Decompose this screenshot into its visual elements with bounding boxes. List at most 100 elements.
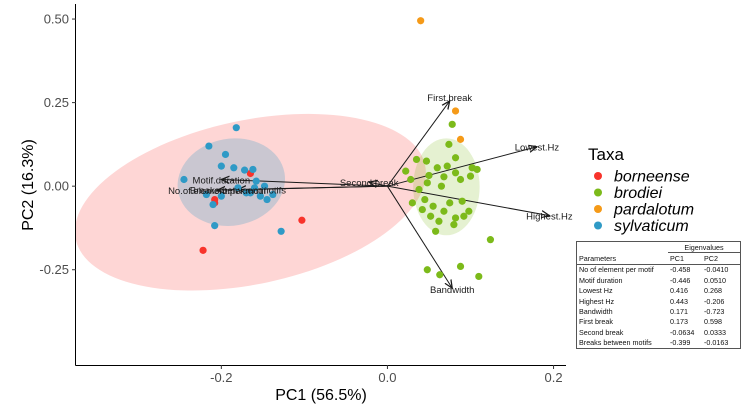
point-sylvaticum [217,162,225,170]
ellipse-brodiei [413,138,480,236]
loading-arrow-first-break [387,101,449,187]
loading-arrow-second-break [369,182,388,186]
table-cell-parameter: Breaks between motifs [579,338,652,348]
loading-labels: First.break Lowest.Hz Highest.Hz Bandwidth M… [168,93,573,296]
point-brodiei [445,140,453,148]
point-sylvaticum [249,165,257,174]
table-row: No of element per motif -0.458 -0.0410 [577,264,740,275]
point-sylvaticum [260,182,269,190]
table-row: Lowest Hz 0.416 0.268 [577,286,740,296]
point-brodiei [450,221,458,229]
point-brodiei [475,272,483,281]
point-brodiei [458,197,466,205]
point-brodiei [446,199,454,207]
table-cell-pc1: 0.171 [670,306,688,316]
point-sylvaticum [232,124,240,132]
point-brodiei [440,173,448,181]
table-cell-pc2: 0.268 [704,286,722,296]
table-header-blank [577,242,668,253]
loading-label-highest-hz: Highest.Hz [526,212,573,223]
loading-label-first-break: First.break [427,93,472,104]
point-brodiei [425,171,433,180]
point-brodiei [448,120,456,128]
point-brodiei [456,262,465,270]
eigenvalues-table: Eigenvalues Parameters PC1 PC2 No of ele… [576,241,741,350]
y-axis-title: PC2 (16.3%) [20,139,37,231]
point-sylvaticum [202,190,210,199]
point-brodiei [423,179,431,187]
point-brodiei [407,175,415,184]
loading-arrow-bandwidth [387,185,452,288]
point-brodiei [436,271,444,279]
table-cell-pc1: -0.0634 [670,327,695,337]
point-brodiei [465,207,473,215]
legend-label-sylvaticum: sylvaticum [614,218,689,235]
data-points [180,17,495,281]
point-brodiei [429,202,437,210]
table-group-header: Eigenvalues [668,242,740,254]
point-sylvaticum [221,150,230,159]
table-cell-pc2: 0.0510 [704,275,726,285]
loading-label-lowest-hz: Lowest.Hz [515,143,560,154]
legend-title: Taxa [588,145,624,164]
table-row: Breaks between motifs -0.399 -0.0163 [577,338,740,348]
legend-key-borneense [594,172,602,180]
legend-label-brodiei: brodiei [614,185,662,202]
loading-label-bandwidth: Bandwidth [430,285,474,296]
y-tick-label: 0.25 [44,95,69,110]
point-sylvaticum [252,177,260,185]
point-brodiei [408,199,416,207]
point-brodiei [423,266,431,274]
point-pardalotum [417,17,425,25]
point-pardalotum [456,135,465,143]
table-row: Second break -0.0634 0.0333 [577,327,740,337]
table-cell-parameter: First break [579,317,613,327]
point-brodiei [437,182,446,190]
table-cell-parameter: Bandwidth [579,306,613,316]
point-brodiei [451,154,460,162]
point-brodiei [421,195,429,204]
point-brodiei [412,155,421,164]
point-brodiei [402,167,410,175]
ellipse-sylvaticum [177,138,286,226]
loading-label-second-break: Second.break [340,178,399,189]
point-sylvaticum [211,222,219,230]
table-cell-pc1: -0.399 [670,338,691,348]
table-cell-pc2: 0.598 [704,317,722,327]
point-brodiei [466,172,475,180]
table-cell-pc1: 0.416 [670,286,688,296]
x-tick-label: 0.2 [545,370,563,385]
loading-arrow-highest-hz [387,185,549,215]
point-borneense [298,216,306,224]
point-sylvaticum [217,192,225,200]
loading-label-motif-duration: Motif.duration [193,175,251,186]
table-row: Motif duration -0.446 0.0510 [577,275,740,285]
table-cell-parameter: Lowest Hz [579,286,613,296]
loading-arrow-motif-duration [221,179,388,187]
table-cell-pc1: 0.173 [670,317,688,327]
table-row: Highest Hz 0.443 -0.206 [577,296,740,306]
table-cell-pc2: -0.723 [704,306,725,316]
table-cell-pc2: 0.0333 [704,327,726,337]
table-cell-parameter: No of element per motif [579,265,654,275]
y-tick-label: -0.25 [39,262,69,277]
point-sylvaticum [263,195,271,204]
point-sylvaticum [240,166,249,174]
point-sylvaticum [205,142,213,150]
x-tick-label: 0.0 [378,370,396,385]
y-tick-label: 0.00 [44,179,69,194]
point-brodiei [456,175,465,184]
point-brodiei [460,212,468,220]
point-sylvaticum [234,184,242,192]
point-brodiei [443,162,451,170]
table-group-header-row: Eigenvalues [577,242,740,254]
point-sylvaticum [180,175,188,184]
table-cell-parameter: Second break [579,327,624,337]
point-brodiei [432,227,440,235]
table-header-pc2: PC2 [702,252,740,265]
table-cell-pc1: -0.458 [670,265,691,275]
point-sylvaticum [242,189,250,197]
point-brodiei [435,217,443,225]
table-header-parameters: Parameters [577,252,668,265]
point-pardalotum [451,107,460,115]
